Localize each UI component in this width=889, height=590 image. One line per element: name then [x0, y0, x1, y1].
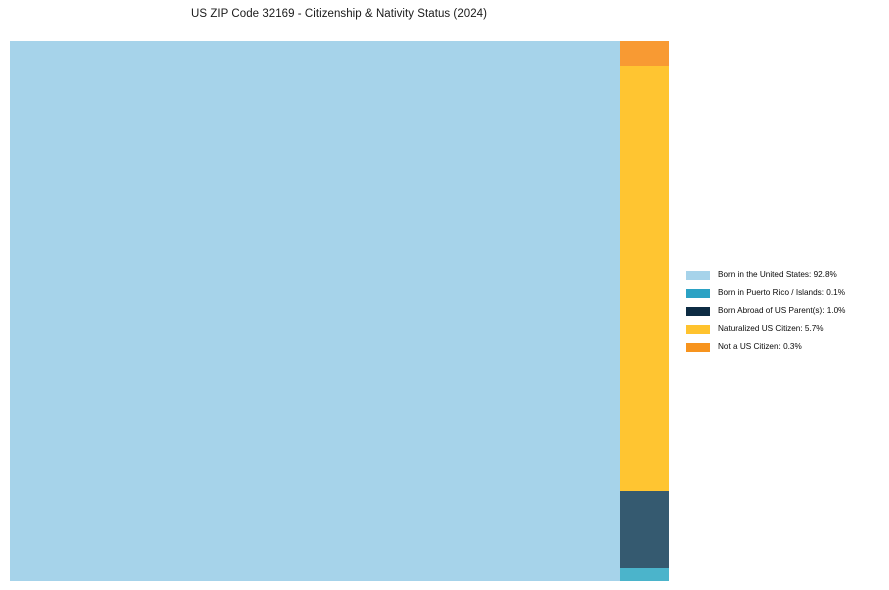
- legend-item-born-in-puerto-rico-islands[interactable]: Born in Puerto Rico / Islands: 0.1%: [686, 284, 882, 302]
- legend-swatch-icon: [686, 288, 710, 298]
- treemap-tile-born-in-puerto-rico-islands[interactable]: [620, 568, 669, 581]
- chart-legend: Born in the United States: 92.8% Born in…: [686, 266, 882, 356]
- legend-item-label: Born in Puerto Rico / Islands: 0.1%: [718, 287, 845, 297]
- legend-item-label: Naturalized US Citizen: 5.7%: [718, 323, 824, 333]
- legend-item-born-in-the-united-states[interactable]: Born in the United States: 92.8%: [686, 266, 882, 284]
- legend-swatch-icon: [686, 342, 710, 352]
- treemap-plot-area: [10, 41, 669, 581]
- treemap-tile-not-a-us-citizen[interactable]: [620, 41, 669, 66]
- legend-item-label: Born Abroad of US Parent(s): 1.0%: [718, 305, 846, 315]
- legend-item-label: Not a US Citizen: 0.3%: [718, 341, 802, 351]
- treemap-tile-naturalized-us-citizen[interactable]: [620, 66, 669, 491]
- legend-item-naturalized-us-citizen[interactable]: Naturalized US Citizen: 5.7%: [686, 320, 882, 338]
- legend-item-born-abroad-of-us-parents[interactable]: Born Abroad of US Parent(s): 1.0%: [686, 302, 882, 320]
- chart-title: US ZIP Code 32169 - Citizenship & Nativi…: [191, 8, 487, 20]
- legend-item-label: Born in the United States: 92.8%: [718, 269, 837, 279]
- treemap-tile-born-in-the-united-states[interactable]: [10, 41, 620, 581]
- legend-swatch-icon: [686, 270, 710, 280]
- legend-swatch-icon: [686, 324, 710, 334]
- legend-swatch-icon: [686, 306, 710, 316]
- legend-item-not-a-us-citizen[interactable]: Not a US Citizen: 0.3%: [686, 338, 882, 356]
- treemap-tile-born-abroad-of-us-parents[interactable]: [620, 491, 669, 568]
